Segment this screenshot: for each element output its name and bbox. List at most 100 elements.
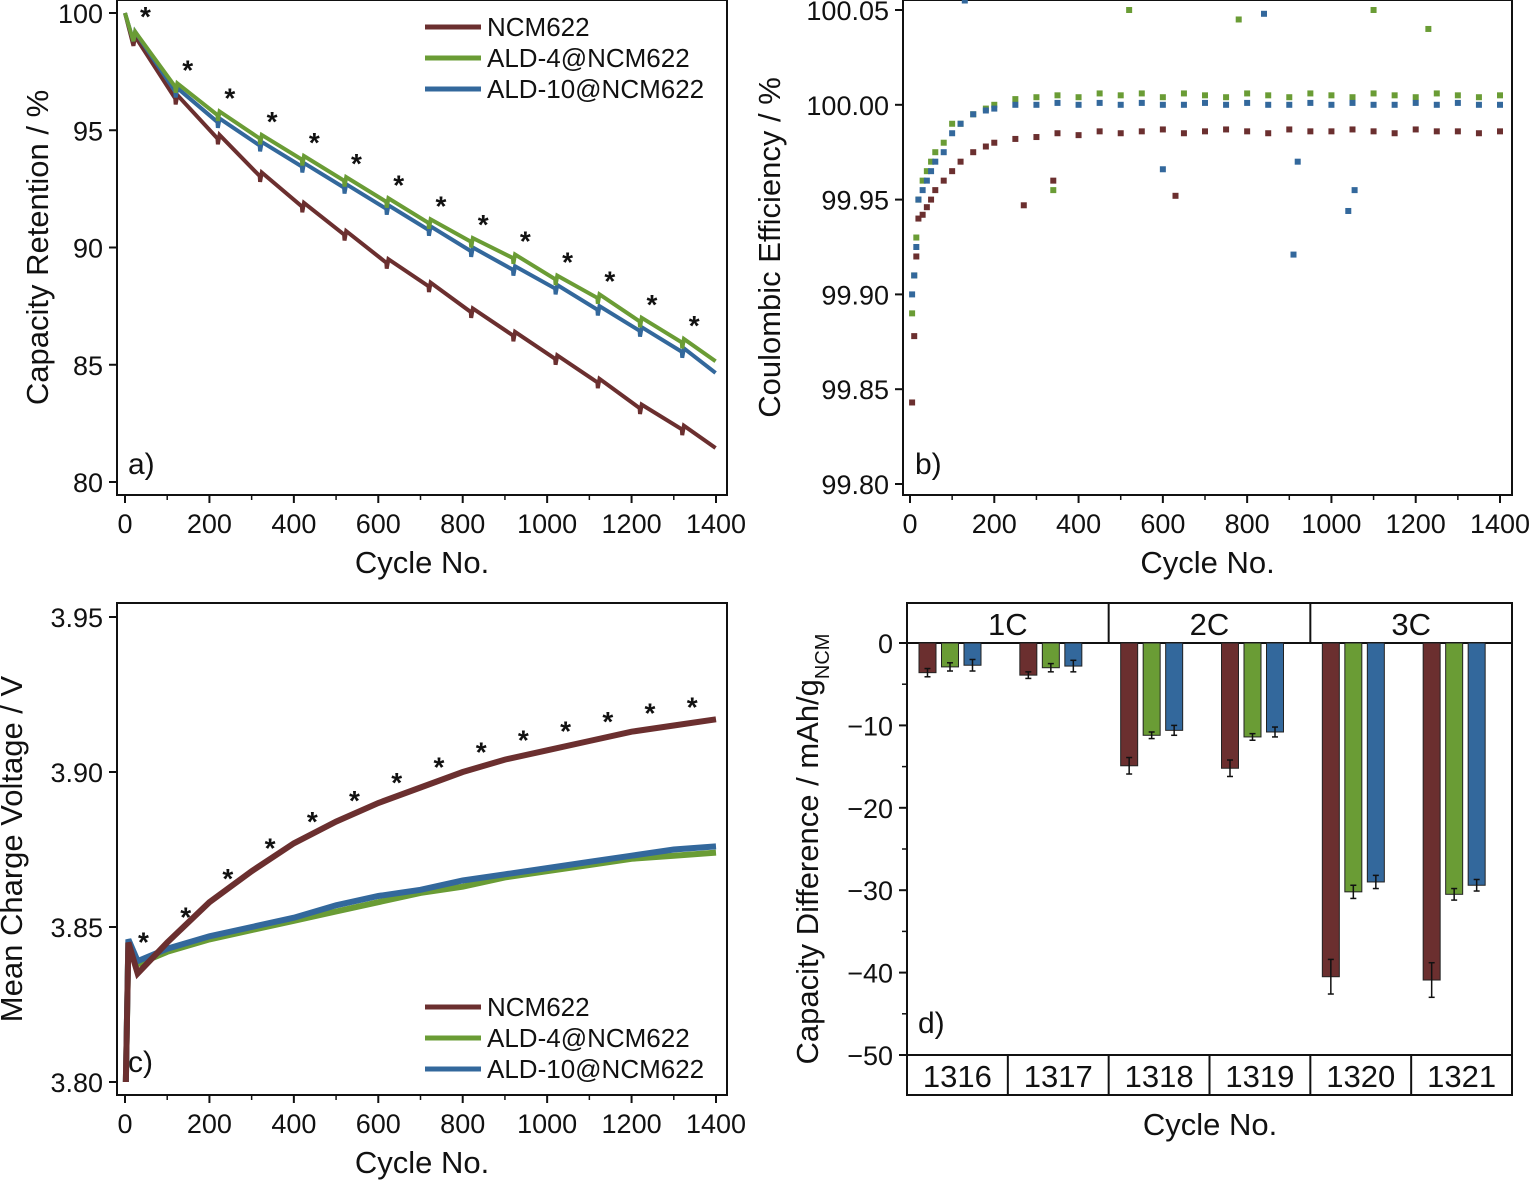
data-point — [1307, 128, 1314, 135]
data-point — [1096, 128, 1103, 135]
data-point — [957, 158, 964, 165]
bar — [1445, 642, 1464, 895]
asterisk-marker: * — [518, 725, 529, 756]
data-point — [1159, 94, 1166, 101]
data-point — [1012, 101, 1019, 108]
data-point-outlier — [1290, 251, 1297, 258]
asterisk-marker: * — [647, 289, 658, 320]
x-tick-label: 1000 — [1301, 509, 1361, 539]
legend-label: ALD-10@NCM622 — [487, 74, 704, 104]
data-point — [932, 149, 939, 156]
data-point — [923, 177, 930, 184]
data-point — [1412, 99, 1419, 106]
y-tick-label: −30 — [847, 876, 893, 906]
data-point-outlier — [1050, 177, 1057, 184]
data-point-outlier — [1020, 202, 1027, 209]
data-point — [1138, 128, 1145, 135]
data-point — [913, 234, 920, 241]
asterisk-marker: * — [562, 247, 573, 278]
panel-label: c) — [128, 1046, 153, 1079]
y-tick-label: 3.80 — [50, 1068, 103, 1098]
data-point-outlier — [961, 0, 968, 4]
asterisk-marker: * — [307, 806, 318, 837]
x-axis-title: Cycle No. — [355, 545, 489, 580]
data-point — [919, 177, 926, 184]
asterisk-marker: * — [604, 265, 615, 296]
x-tick-label: 600 — [356, 1109, 401, 1139]
asterisk-marker: * — [476, 737, 487, 768]
data-point — [1349, 126, 1356, 133]
series-line — [123, 12, 717, 375]
y-tick-label: −50 — [847, 1041, 893, 1071]
data-point — [1497, 101, 1503, 108]
data-point-outlier — [1294, 158, 1301, 165]
data-point — [1475, 101, 1482, 108]
data-point — [1328, 101, 1335, 108]
data-point — [1265, 130, 1272, 137]
data-point-outlier — [1351, 187, 1358, 194]
data-point — [1497, 92, 1503, 99]
data-point — [1391, 130, 1398, 137]
bar — [1019, 642, 1038, 676]
legend-label: ALD-10@NCM622 — [487, 1054, 704, 1084]
y-tick-label: 99.95 — [821, 186, 889, 216]
data-point — [1202, 92, 1208, 99]
bar — [1344, 642, 1363, 893]
panel-d: 0 −10 −20 −30 −40 −50 Capacity Difference / mA… — [790, 602, 1513, 1142]
y-tick-label: −40 — [847, 959, 893, 989]
data-point-outlier — [1345, 207, 1352, 214]
x-tick-label: 800 — [440, 509, 485, 539]
asterisk-marker: * — [645, 697, 656, 728]
data-point — [949, 120, 956, 127]
data-point — [982, 107, 989, 114]
asterisk-marker: * — [349, 785, 360, 816]
data-point — [991, 101, 998, 108]
data-point — [970, 149, 977, 156]
legend-label: ALD-4@NCM622 — [487, 43, 690, 73]
bar — [1321, 642, 1340, 978]
y-axis-title: Mean Charge Voltage / V — [0, 675, 29, 1022]
data-point — [1075, 94, 1082, 101]
data-point — [915, 215, 922, 222]
data-point — [909, 291, 916, 298]
data-point — [1033, 101, 1040, 108]
data-point — [1223, 126, 1230, 133]
data-point — [1433, 128, 1440, 135]
series-line — [123, 12, 717, 450]
bar — [1120, 642, 1139, 767]
asterisk-marker: * — [520, 226, 531, 257]
x-tick-label: 0 — [117, 1109, 132, 1139]
data-point — [923, 168, 930, 175]
data-point — [1391, 92, 1398, 99]
data-point — [1349, 94, 1356, 101]
asterisk-marker: * — [180, 901, 191, 932]
data-point — [1033, 134, 1040, 141]
data-point — [1412, 94, 1419, 101]
data-point — [1244, 128, 1251, 135]
x-tick-label: 1200 — [602, 1109, 662, 1139]
bar — [1142, 642, 1161, 736]
y-tick-label: 100 — [58, 0, 103, 29]
panel-label: d) — [918, 1007, 945, 1040]
asterisk-marker: * — [267, 106, 278, 137]
legend-label: NCM622 — [487, 992, 590, 1022]
x-tick-label: 0 — [902, 509, 917, 539]
data-point — [913, 253, 920, 260]
bar — [1266, 642, 1284, 733]
data-point — [1033, 94, 1040, 101]
y-tick-label: 85 — [73, 351, 103, 381]
data-point — [909, 399, 916, 406]
data-point — [1454, 92, 1461, 99]
category-label: 1317 — [1024, 1059, 1093, 1094]
panel-label: b) — [915, 448, 942, 481]
category-label: 1320 — [1326, 1059, 1395, 1094]
category-label: 1321 — [1427, 1059, 1496, 1094]
data-point — [1138, 99, 1145, 106]
data-point — [949, 168, 956, 175]
data-point — [1117, 92, 1124, 99]
x-tick-label: 1200 — [602, 509, 662, 539]
category-label: 1318 — [1125, 1059, 1194, 1094]
x-tick-label: 1400 — [1470, 509, 1530, 539]
asterisk-marker: * — [309, 127, 320, 158]
